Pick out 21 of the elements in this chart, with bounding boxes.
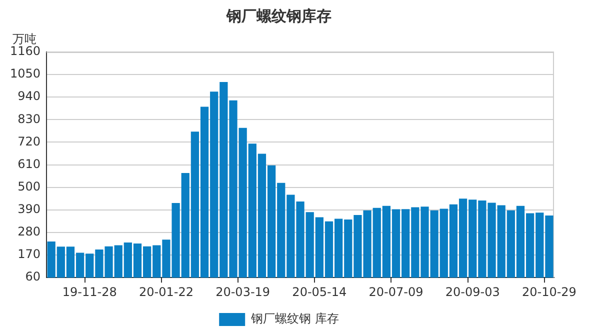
x-tick-label: 20-07-09 — [368, 284, 424, 299]
y-tick-label: 1050 — [10, 66, 41, 81]
y-tick-label: 1160 — [10, 44, 41, 58]
chart-title: 钢厂螺纹钢库存 — [226, 6, 332, 25]
y-axis-title: 万吨 — [12, 32, 37, 46]
legend-label: 钢厂螺纹钢 库存 — [250, 312, 339, 326]
x-tick-label: 20-10-29 — [522, 284, 576, 299]
y-tick-label: 390 — [18, 202, 41, 216]
y-tick-label: 500 — [18, 179, 41, 194]
y-tick-label: 280 — [18, 224, 41, 239]
x-tick-label: 20-05-14 — [292, 284, 347, 299]
y-tick-label: 940 — [18, 89, 41, 104]
y-tick-label: 170 — [18, 247, 41, 262]
x-tick-label: 20-03-19 — [216, 284, 270, 299]
y-tick-label: 720 — [18, 134, 41, 148]
x-tick-label: 20-01-22 — [138, 284, 194, 299]
x-tick-label: 20-09-03 — [445, 284, 500, 299]
x-tick-label: 19-11-28 — [62, 284, 117, 299]
y-tick-label: 830 — [18, 112, 41, 126]
y-tick-label: 610 — [18, 156, 41, 171]
y-tick-label: 60 — [25, 270, 41, 284]
